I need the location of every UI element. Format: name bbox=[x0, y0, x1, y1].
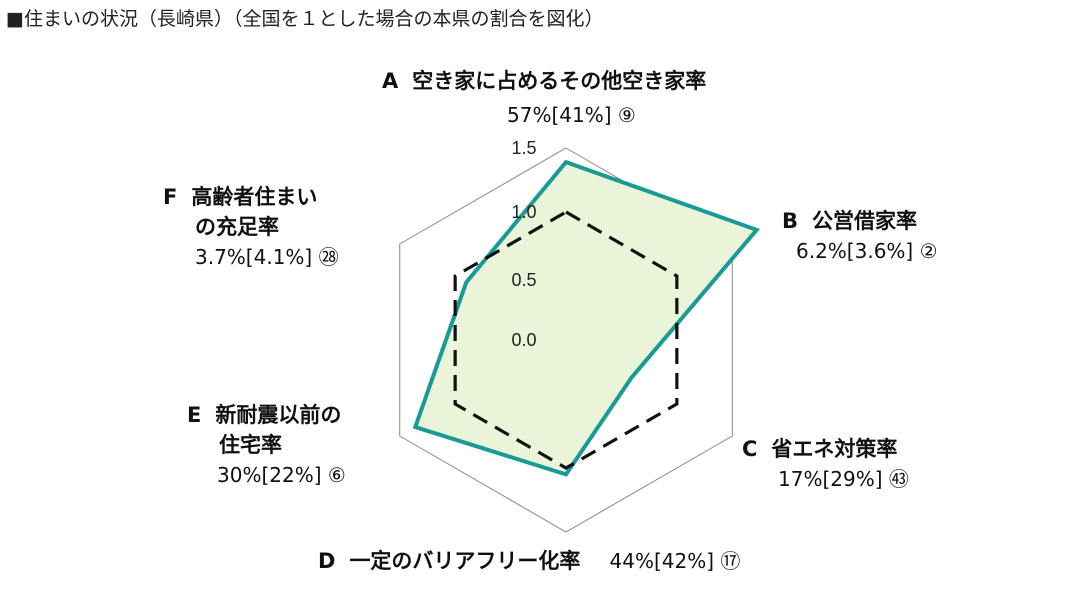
axis-name-a: 空き家に占めるその他空き家率 bbox=[412, 69, 707, 93]
axis-name-b: 公営借家率 bbox=[812, 209, 918, 233]
radar-ticks: 0.0 0.5 1.0 1.5 bbox=[511, 138, 536, 350]
axis-letter-f: F bbox=[163, 185, 178, 209]
series-national-line bbox=[453, 210, 679, 470]
axis-name-f-line1: 高齢者住まい bbox=[191, 185, 318, 209]
page-title: ■住まいの状況（長崎県）（全国を１とした場合の本県の割合を図化） bbox=[6, 8, 604, 30]
axis-value-b: 6.2%[3.6%] ② bbox=[796, 239, 938, 263]
axis-value-f: 3.7%[4.1%] ㉘ bbox=[195, 245, 339, 269]
axis-label-d: D 一定のバリアフリー化率 44%[42%] ⑰ bbox=[318, 546, 740, 576]
axis-name-e-line1: 新耐震以前の bbox=[215, 403, 342, 427]
axis-letter-e: E bbox=[187, 403, 202, 427]
tick-label-1-5: 1.5 bbox=[511, 138, 536, 158]
tick-label-0-5: 0.5 bbox=[511, 270, 536, 290]
axis-label-e: E 新耐震以前の 住宅率 30%[22%] ⑥ bbox=[187, 400, 346, 490]
tick-label-0-0: 0.0 bbox=[511, 330, 536, 350]
axis-name-e-line2: 住宅率 bbox=[219, 433, 282, 457]
axis-letter-b: B bbox=[782, 209, 799, 233]
axis-name-c: 省エネ対策率 bbox=[771, 437, 898, 461]
axis-letter-c: C bbox=[742, 437, 758, 461]
axis-label-b: B 公営借家率 6.2%[3.6%] ② bbox=[782, 206, 938, 266]
axis-letter-d: D bbox=[318, 549, 336, 573]
axis-value-d: 44%[42%] ⑰ bbox=[609, 549, 741, 573]
axis-label-a: A 空き家に占めるその他空き家率 57%[41%] ⑨ bbox=[382, 66, 707, 127]
axis-name-d: 一定のバリアフリー化率 bbox=[349, 549, 581, 573]
radar-series bbox=[412, 159, 761, 477]
axis-value-c: 17%[29%] ㊸ bbox=[778, 467, 909, 491]
axis-label-f: F 高齢者住まい の充足率 3.7%[4.1%] ㉘ bbox=[163, 182, 339, 272]
axis-name-f-line2: の充足率 bbox=[195, 215, 279, 239]
tick-label-1-0: 1.0 bbox=[511, 202, 536, 222]
axis-value-a: 57%[41%] ⑨ bbox=[507, 103, 636, 127]
axis-letter-a: A bbox=[382, 69, 399, 93]
axis-value-e: 30%[22%] ⑥ bbox=[217, 463, 346, 487]
axis-label-c: C 省エネ対策率 17%[29%] ㊸ bbox=[742, 434, 909, 494]
series-prefecture-line bbox=[412, 159, 761, 477]
